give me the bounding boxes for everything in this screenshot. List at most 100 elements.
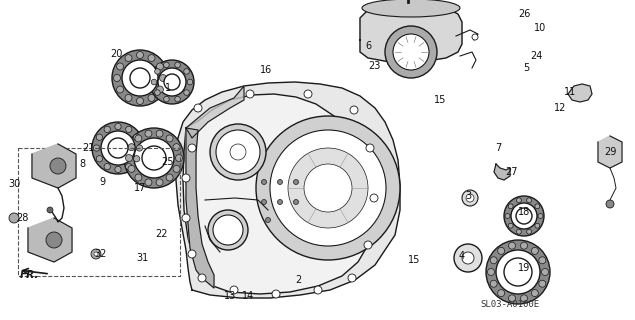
Circle shape	[184, 90, 189, 95]
Circle shape	[531, 247, 538, 254]
Circle shape	[270, 130, 386, 246]
Circle shape	[486, 240, 550, 304]
Text: 18: 18	[518, 207, 530, 217]
Circle shape	[173, 165, 180, 172]
Polygon shape	[176, 82, 400, 298]
Circle shape	[117, 63, 124, 70]
Circle shape	[108, 138, 128, 158]
Circle shape	[115, 123, 121, 130]
Circle shape	[137, 98, 144, 105]
Circle shape	[166, 135, 173, 142]
Circle shape	[50, 158, 66, 174]
Circle shape	[504, 196, 544, 236]
Text: 14: 14	[242, 291, 254, 301]
Circle shape	[370, 194, 378, 202]
Circle shape	[156, 179, 163, 186]
Circle shape	[175, 155, 182, 162]
Circle shape	[393, 34, 429, 70]
Circle shape	[509, 295, 516, 302]
Circle shape	[128, 165, 135, 172]
Circle shape	[125, 94, 132, 101]
Circle shape	[472, 34, 478, 40]
Text: 9: 9	[99, 177, 105, 187]
Circle shape	[134, 138, 174, 178]
Text: 4: 4	[459, 251, 465, 261]
Circle shape	[265, 218, 271, 222]
Circle shape	[366, 144, 374, 152]
Circle shape	[504, 258, 532, 286]
Circle shape	[539, 257, 546, 264]
Text: SL03-A0100E: SL03-A0100E	[480, 300, 539, 309]
Circle shape	[164, 62, 170, 68]
Circle shape	[490, 280, 497, 287]
Text: 29: 29	[604, 147, 616, 157]
Circle shape	[454, 244, 482, 272]
Circle shape	[156, 130, 163, 137]
Circle shape	[509, 242, 516, 249]
Circle shape	[314, 286, 322, 294]
Circle shape	[538, 213, 543, 219]
Circle shape	[496, 250, 540, 294]
Text: 30: 30	[8, 179, 20, 189]
Circle shape	[112, 50, 168, 106]
Text: 27: 27	[505, 167, 518, 177]
Text: 17: 17	[134, 183, 146, 193]
Circle shape	[350, 106, 358, 114]
Circle shape	[175, 62, 180, 68]
Circle shape	[542, 268, 549, 276]
Text: 31: 31	[136, 253, 148, 263]
Ellipse shape	[362, 0, 460, 17]
Circle shape	[184, 68, 189, 74]
Circle shape	[490, 257, 497, 264]
Circle shape	[104, 164, 110, 170]
Circle shape	[128, 144, 135, 151]
Text: 21: 21	[82, 143, 94, 153]
Bar	[18, 148, 180, 276]
Circle shape	[135, 135, 142, 142]
Circle shape	[164, 74, 180, 90]
Circle shape	[531, 290, 538, 297]
Circle shape	[466, 194, 474, 202]
Text: 15: 15	[434, 95, 446, 105]
Circle shape	[93, 145, 100, 151]
Circle shape	[151, 79, 157, 85]
Text: 12: 12	[554, 103, 566, 113]
Text: 19: 19	[518, 263, 530, 273]
Circle shape	[348, 274, 356, 282]
Circle shape	[535, 204, 540, 209]
Circle shape	[498, 247, 505, 254]
Text: 16: 16	[260, 65, 272, 75]
Circle shape	[508, 223, 513, 228]
Text: 3: 3	[465, 191, 471, 201]
Circle shape	[516, 229, 521, 234]
Circle shape	[133, 134, 140, 140]
Circle shape	[262, 199, 267, 204]
Text: 32: 32	[94, 249, 106, 259]
Circle shape	[137, 52, 144, 59]
Polygon shape	[32, 144, 76, 188]
Circle shape	[364, 241, 372, 249]
Text: 23: 23	[368, 61, 380, 71]
Circle shape	[137, 145, 143, 151]
Circle shape	[488, 268, 495, 276]
Circle shape	[145, 130, 152, 137]
Circle shape	[462, 190, 478, 206]
Text: 1: 1	[165, 83, 171, 93]
Circle shape	[272, 290, 280, 298]
Text: 25: 25	[162, 157, 174, 167]
Circle shape	[606, 200, 614, 208]
Circle shape	[145, 179, 152, 186]
Circle shape	[122, 60, 158, 96]
Circle shape	[156, 86, 163, 93]
Text: 7: 7	[495, 143, 501, 153]
Text: 13: 13	[224, 291, 236, 301]
Text: 11: 11	[564, 87, 576, 97]
Circle shape	[156, 63, 163, 70]
Circle shape	[133, 156, 140, 162]
Circle shape	[135, 174, 142, 181]
Circle shape	[187, 79, 193, 85]
Text: FR.: FR.	[20, 270, 39, 280]
Polygon shape	[568, 84, 592, 102]
Circle shape	[293, 199, 298, 204]
Circle shape	[104, 126, 110, 132]
